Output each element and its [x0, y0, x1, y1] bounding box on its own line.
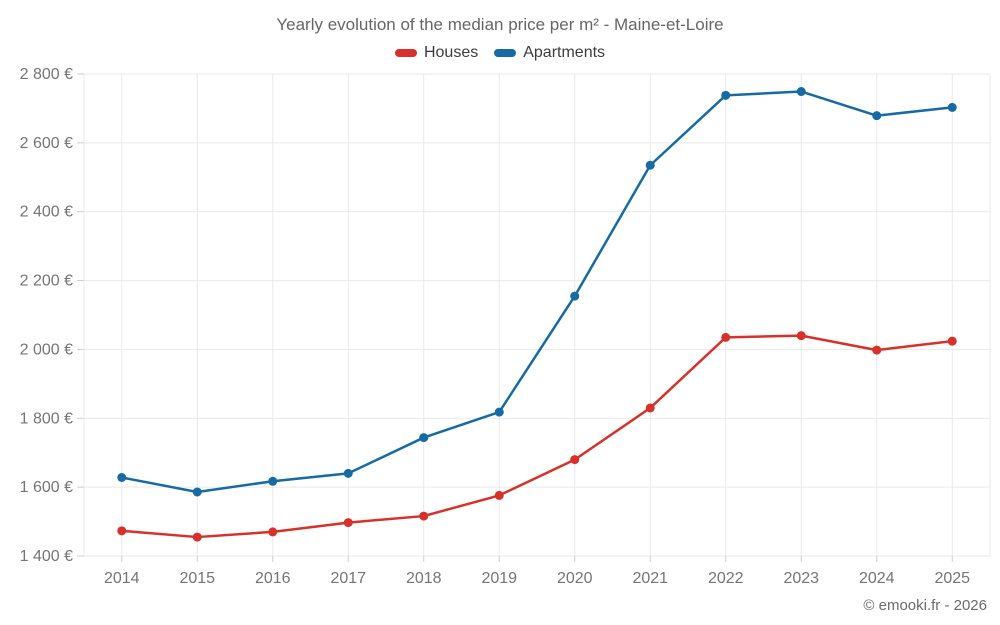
series-houses: [117, 331, 957, 542]
data-point-houses-2019[interactable]: [494, 490, 504, 500]
y-axis-tick-label: 2 800 €: [20, 66, 73, 83]
data-point-apartments-2023[interactable]: [796, 87, 806, 97]
data-point-apartments-2025[interactable]: [947, 102, 957, 112]
y-axis-tick-label: 1 800 €: [20, 410, 73, 427]
legend-item-apartments[interactable]: Apartments: [494, 44, 605, 62]
chart-title: Yearly evolution of the median price per…: [276, 15, 724, 34]
y-axis: 1 400 € 1 600 € 1 800 € 2 000 € 2 200 € 2 400…: [20, 66, 990, 565]
data-point-houses-2022[interactable]: [721, 332, 731, 342]
data-point-houses-2014[interactable]: [117, 526, 127, 536]
series-line-apartments: [120, 90, 954, 494]
x-axis-tick-label: 2025: [934, 570, 970, 587]
data-point-apartments-2015[interactable]: [192, 487, 202, 497]
data-point-apartments-2021[interactable]: [645, 160, 655, 170]
data-point-houses-2016[interactable]: [268, 527, 278, 537]
apartments-legend-swatch: [494, 49, 517, 57]
houses-legend-label: Houses: [423, 44, 479, 61]
data-point-apartments-2024[interactable]: [872, 111, 882, 121]
x-axis-tick-label: 2020: [557, 570, 593, 587]
data-point-apartments-2020[interactable]: [570, 291, 580, 301]
data-point-apartments-2019[interactable]: [494, 407, 504, 417]
y-axis-tick-label: 2 600 €: [20, 135, 73, 152]
series-line-houses: [120, 334, 954, 539]
apartments-legend-label: Apartments: [523, 44, 606, 61]
attribution-text: © emooki.fr - 2026: [863, 597, 987, 614]
y-axis-tick-label: 2 400 €: [20, 204, 73, 221]
data-point-houses-2024[interactable]: [872, 345, 882, 355]
data-point-apartments-2014[interactable]: [117, 473, 127, 483]
x-axis-tick-label: 2016: [255, 570, 291, 587]
data-point-houses-2015[interactable]: [192, 532, 202, 542]
x-axis-tick-label: 2024: [859, 570, 895, 587]
data-point-houses-2020[interactable]: [570, 455, 580, 465]
houses-legend-swatch: [394, 49, 417, 57]
x-axis-tick-label: 2015: [179, 570, 215, 587]
series-apartments: [117, 87, 957, 497]
x-axis-tick-label: 2023: [783, 570, 819, 587]
data-point-houses-2018[interactable]: [419, 511, 429, 521]
data-point-houses-2017[interactable]: [343, 518, 353, 528]
x-axis-tick-label: 2014: [104, 570, 140, 587]
y-axis-tick-label: 2 200 €: [20, 273, 73, 290]
data-point-apartments-2017[interactable]: [343, 468, 353, 478]
y-axis-tick-label: 1 600 €: [20, 479, 73, 496]
data-point-apartments-2022[interactable]: [721, 90, 731, 100]
x-axis-tick-label: 2021: [632, 570, 668, 587]
x-axis-tick-label: 2022: [708, 570, 744, 587]
x-axis-tick-label: 2018: [406, 570, 442, 587]
y-axis-tick-label: 2 000 €: [20, 341, 73, 358]
data-point-apartments-2018[interactable]: [419, 433, 429, 443]
x-axis-tick-label: 2017: [330, 570, 366, 587]
x-axis: 2014 2015 2016 2017 2018 2019 2020 2021 2022 2023…: [83, 74, 991, 587]
data-point-houses-2021[interactable]: [645, 403, 655, 413]
data-point-houses-2023[interactable]: [796, 331, 806, 341]
data-point-houses-2025[interactable]: [947, 336, 957, 346]
data-point-apartments-2016[interactable]: [268, 476, 278, 486]
x-axis-tick-label: 2019: [481, 570, 517, 587]
y-axis-tick-label: 1 400 €: [20, 548, 73, 565]
legend: Houses Apartments: [0, 44, 1000, 62]
legend-item-houses[interactable]: Houses: [394, 44, 479, 62]
